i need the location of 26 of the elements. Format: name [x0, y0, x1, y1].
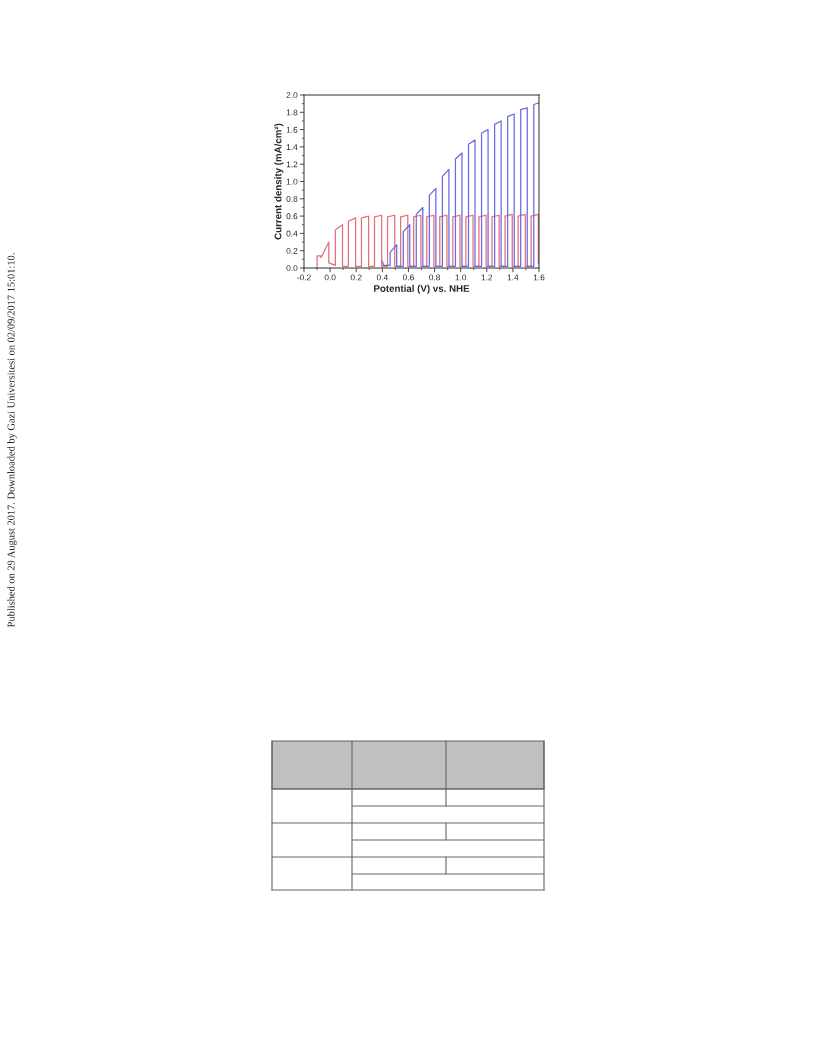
x-tick-label: 1.2	[481, 274, 493, 281]
y-tick-label: 0.4	[286, 230, 298, 237]
y-tick-label: 0.2	[286, 247, 298, 254]
x-tick-label: 1.0	[455, 274, 467, 281]
x-tick-label: 0.4	[376, 274, 388, 281]
y-tick-label: 0.0	[286, 265, 298, 272]
x-tick-label: 0.8	[429, 274, 440, 281]
y-tick-label: 1.8	[286, 109, 298, 116]
text: Published on 29 August 2017. Downloaded by Gazi Universitesi on 02/09/2017 15:01:10.	[7, 253, 17, 628]
line-series	[315, 213, 539, 268]
y-axis-title: Current density (mA/cm²)	[274, 123, 284, 240]
y-tick-label: 1.4	[286, 144, 298, 150]
x-tick-label: 0.6	[402, 274, 414, 281]
y-tick-label: 1.2	[286, 161, 298, 168]
x-tick-label: -0.2	[297, 274, 311, 281]
y-tick-label: 0.6	[286, 213, 298, 220]
y-tick-label: 2.0	[286, 92, 298, 99]
y-tick-label: 0.8	[286, 196, 298, 202]
x-tick-label: 0.0	[324, 274, 336, 281]
y-tick-label: 1.0	[286, 178, 298, 185]
x-axis-title: Potential (V) vs. NHE	[374, 284, 470, 294]
x-tick-label: 1.4	[507, 274, 519, 281]
y-tick-label: 1.6	[286, 126, 298, 133]
line-series	[381, 102, 539, 267]
x-tick-label: 1.6	[533, 274, 545, 281]
x-tick-label: 0.2	[350, 274, 362, 281]
